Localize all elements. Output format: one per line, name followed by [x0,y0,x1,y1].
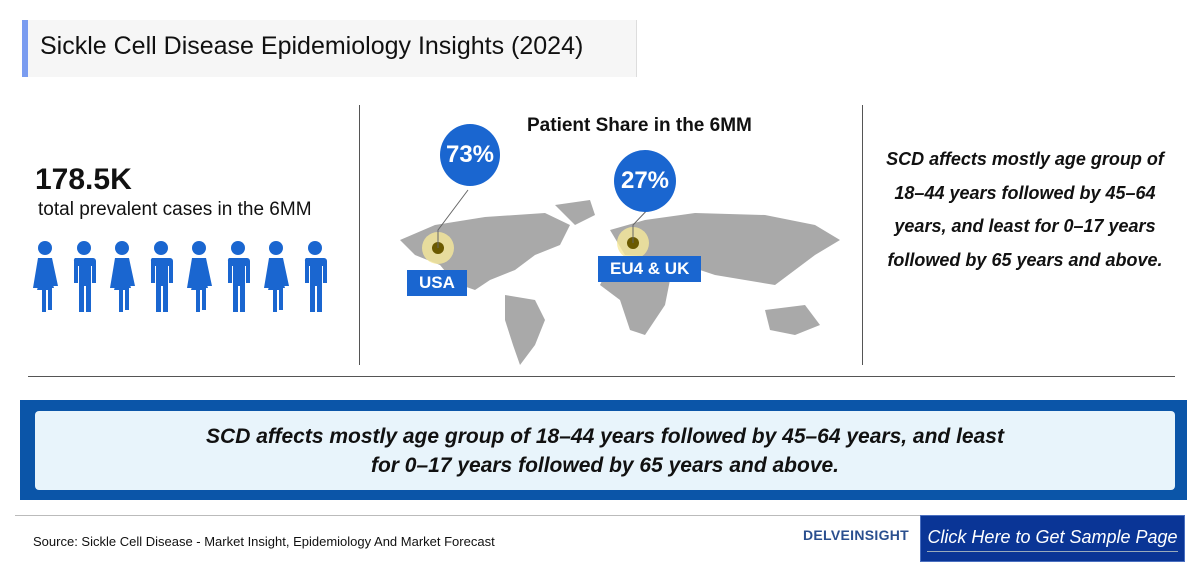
eu-label: EU4 & UK [598,256,702,282]
prevalence-value: 178.5K [35,163,132,196]
world-map [400,200,840,365]
usa-share-bubble: 73% [440,124,500,186]
sample-page-button[interactable]: Click Here to Get Sample Page [920,515,1185,562]
map-title: Patient Share in the 6MM [527,115,752,136]
delveinsight-logo: DELVEINSIGHT [803,527,910,543]
eu-share-bubble: 27% [614,150,676,212]
male-person-icon [223,240,254,317]
prevalence-label: total prevalent cases in the 6MM [38,199,312,220]
source-text: Source: Sickle Cell Disease - Market Ins… [33,534,495,549]
divider [862,105,863,365]
sample-page-label: Click Here to Get Sample Page [927,527,1178,552]
male-person-icon [69,240,100,317]
banner-line-2: for 0–17 years followed by 65 years and … [370,454,840,477]
female-person-icon [261,240,292,317]
divider [28,376,1175,377]
male-person-icon [300,240,331,317]
age-insight-text: SCD affects mostly age group of 18–44 ye… [886,149,1164,270]
insight-banner-text: SCD affects mostly age group of 18–44 ye… [35,411,1175,490]
divider [15,515,920,516]
female-person-icon [30,240,61,317]
female-person-icon [184,240,215,317]
male-person-icon [146,240,177,317]
usa-label: USA [407,270,467,296]
page-title: Sickle Cell Disease Epidemiology Insight… [22,20,637,77]
map-connectors [422,189,653,264]
female-person-icon [107,240,138,317]
banner-line-1: SCD affects mostly age group of 18–44 ye… [206,425,1004,448]
divider [359,105,360,365]
